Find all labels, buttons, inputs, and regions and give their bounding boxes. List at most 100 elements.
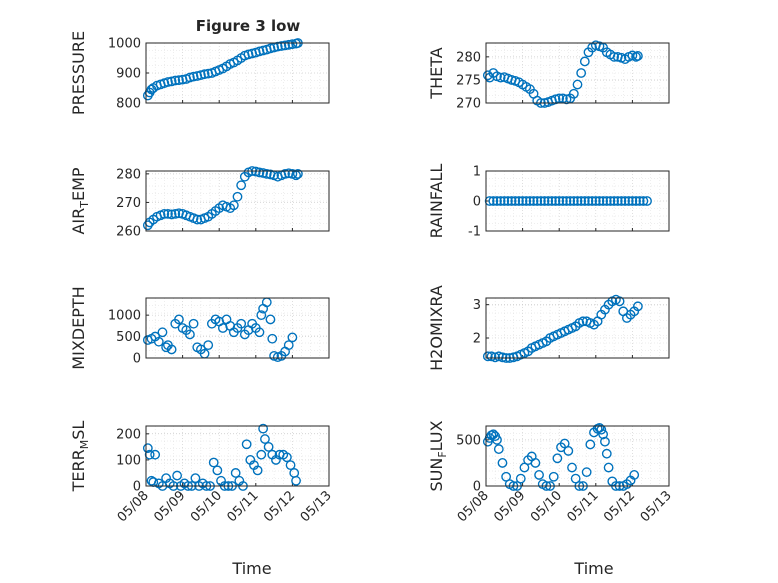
- axes-frame: [485, 42, 670, 104]
- y-tick-label: 280: [116, 167, 141, 182]
- y-axis-label: AIRTEMP: [69, 167, 91, 234]
- data-point: [578, 316, 588, 327]
- y-tick-label: -1: [468, 225, 481, 240]
- data-point: [579, 56, 590, 67]
- data-point: [265, 314, 276, 325]
- x-tick-label: 05/11: [225, 488, 262, 525]
- data-point: [563, 446, 574, 456]
- data-point: [534, 470, 544, 480]
- subplot-pressure: 800 900 1000 PRESSURE: [69, 31, 330, 115]
- data-point: [188, 71, 199, 82]
- data-point: [536, 196, 546, 206]
- data-point: [581, 467, 592, 478]
- axes-frame: [145, 425, 330, 487]
- data-point: [276, 41, 287, 51]
- data-point: [561, 196, 572, 206]
- data-point: [282, 452, 292, 463]
- data-point: [596, 424, 607, 435]
- data-point: [532, 196, 543, 206]
- x-tick-label: 05/09: [151, 488, 188, 525]
- data-point: [241, 439, 252, 450]
- data-point: [499, 196, 510, 206]
- x-tick-label: 05/12: [261, 488, 298, 525]
- data-point: [603, 462, 614, 473]
- data-point: [539, 196, 550, 206]
- y-tick-label: 900: [116, 67, 141, 82]
- data-point: [623, 196, 634, 206]
- data-point: [525, 196, 535, 206]
- data-point: [634, 196, 645, 206]
- data-point: [170, 75, 181, 86]
- data-point: [565, 196, 576, 206]
- data-point: [583, 196, 594, 206]
- y-tick-label: 260: [116, 225, 141, 240]
- data-point: [548, 471, 559, 482]
- data-point: [232, 191, 243, 202]
- data-point: [600, 436, 610, 447]
- y-tick-label: 0: [133, 480, 141, 495]
- y-tick-label: 2: [473, 332, 481, 347]
- data-point: [208, 457, 219, 468]
- data-point: [166, 76, 177, 87]
- data-point: [503, 196, 513, 206]
- y-tick-label: 1: [473, 165, 481, 180]
- data-point: [587, 196, 598, 206]
- data-point: [272, 41, 283, 52]
- axes-frame: [485, 297, 670, 359]
- y-tick-label: 0: [133, 352, 141, 367]
- y-tick-label: 275: [456, 73, 481, 88]
- data-point: [263, 441, 274, 452]
- data-point: [280, 168, 290, 179]
- data-point: [590, 196, 601, 206]
- data-point: [166, 209, 177, 220]
- data-point: [497, 352, 508, 363]
- data-point: [620, 196, 630, 206]
- data-point: [568, 88, 579, 99]
- data-point: [254, 167, 265, 178]
- data-point: [258, 423, 269, 434]
- data-point: [285, 460, 296, 471]
- x-tick-label: 05/09: [491, 488, 528, 525]
- data-point: [192, 71, 203, 81]
- data-point: [256, 449, 267, 460]
- data-point: [568, 196, 579, 206]
- data-point: [546, 196, 557, 206]
- figure-title: Figure 3 low: [196, 17, 301, 35]
- data-point: [517, 196, 528, 206]
- data-point: [497, 458, 508, 468]
- data-point: [493, 444, 504, 454]
- data-point: [521, 196, 532, 206]
- data-point: [557, 196, 568, 206]
- data-point: [161, 342, 172, 353]
- y-tick-label: 500: [116, 330, 141, 345]
- y-axis-label: TERRMSL: [69, 421, 91, 493]
- data-point: [594, 196, 605, 206]
- data-point: [629, 470, 640, 480]
- x-axis-label-left: Time: [231, 559, 271, 578]
- data-point: [585, 439, 596, 450]
- data-point: [212, 465, 223, 476]
- data-point: [616, 196, 627, 206]
- data-point: [291, 475, 301, 486]
- y-axis-label: H2OMIXRA: [427, 285, 446, 371]
- x-tick-label: 05/13: [638, 488, 675, 525]
- data-point: [192, 214, 203, 225]
- data-point: [185, 329, 195, 340]
- data-point: [631, 196, 641, 206]
- data-point: [579, 196, 590, 206]
- y-axis-label: RAINFALL: [427, 164, 446, 239]
- data-point: [163, 77, 173, 87]
- data-point: [484, 196, 495, 206]
- data-point: [561, 94, 572, 105]
- data-point: [236, 180, 247, 191]
- data-point: [482, 351, 493, 362]
- data-point: [260, 434, 270, 444]
- data-point: [256, 310, 267, 321]
- data-point: [150, 449, 161, 460]
- data-point: [554, 196, 565, 206]
- data-point: [482, 70, 493, 81]
- data-point: [261, 168, 272, 179]
- data-point: [170, 208, 181, 219]
